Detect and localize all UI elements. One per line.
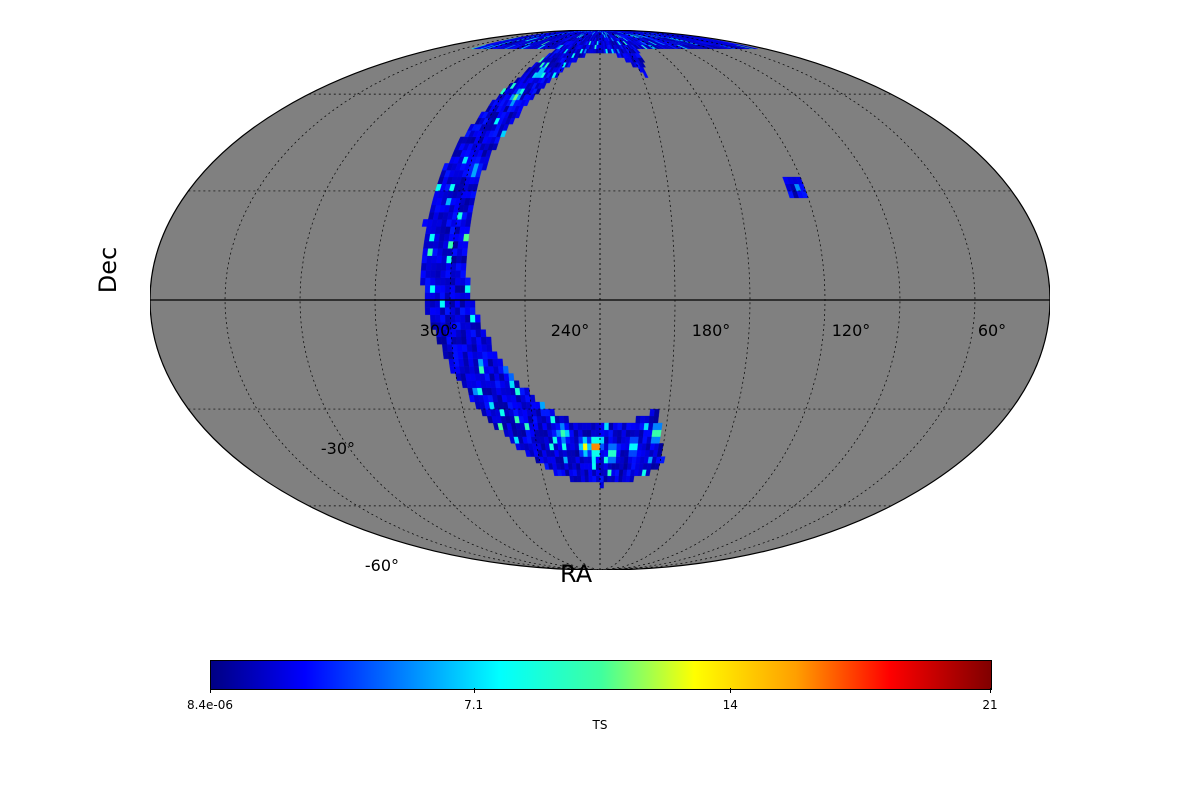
colorbar-tick-label: 14 — [723, 698, 738, 712]
colorbar-gradient — [210, 660, 992, 690]
colorbar-tickmark — [990, 688, 991, 693]
tick-label: -60° — [365, 556, 399, 575]
colorbar-label: TS — [593, 718, 608, 732]
mollweide-svg — [150, 30, 1050, 570]
sky-map — [150, 30, 1050, 570]
tick-label: 180° — [692, 321, 731, 340]
colorbar: 8.4e-067.11421 TS — [210, 660, 990, 750]
tick-label: 240° — [551, 321, 590, 340]
colorbar-tick-label: 8.4e-06 — [187, 698, 233, 712]
y-axis-label: Dec — [94, 247, 122, 293]
colorbar-tickmark — [474, 688, 475, 693]
colorbar-tick-label: 21 — [982, 698, 997, 712]
colorbar-tick-label: 7.1 — [464, 698, 483, 712]
tick-label: -30° — [321, 439, 355, 458]
tick-label: 60° — [978, 321, 1006, 340]
x-axis-label: RA — [560, 560, 592, 588]
colorbar-tickmark — [210, 688, 211, 693]
colorbar-tickmark — [730, 688, 731, 693]
tick-label: 300° — [420, 321, 459, 340]
tick-label: 120° — [832, 321, 871, 340]
